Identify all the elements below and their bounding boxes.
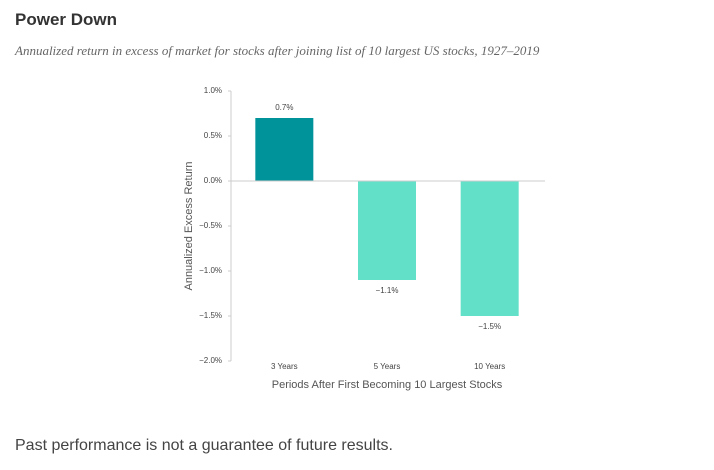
chart-subtitle: Annualized return in excess of market fo… (15, 43, 540, 58)
bar (358, 181, 416, 280)
value-label: −1.1% (376, 286, 399, 295)
value-label: 0.7% (275, 103, 293, 112)
x-tick-label: 5 Years (374, 362, 401, 371)
y-tick-label: −1.0% (199, 266, 222, 275)
x-axis-title: Periods After First Becoming 10 Largest … (272, 379, 503, 391)
x-tick-label: 10 Years (474, 362, 505, 371)
chart-title: Power Down (15, 10, 118, 29)
footnote: Past performance is not a guarantee of f… (15, 437, 393, 454)
value-label: −1.5% (478, 322, 501, 331)
y-tick-label: −0.5% (199, 221, 222, 230)
x-tick-label: 3 Years (271, 362, 298, 371)
y-tick-label: −1.5% (199, 311, 222, 320)
bar (255, 118, 314, 181)
y-tick-label: −2.0% (199, 356, 222, 365)
y-tick-label: 1.0% (204, 86, 222, 95)
y-axis-title: Annualized Excess Return (183, 161, 195, 290)
bar (460, 181, 519, 316)
y-tick-label: 0.5% (204, 131, 222, 140)
y-tick-label: 0.0% (204, 176, 222, 185)
